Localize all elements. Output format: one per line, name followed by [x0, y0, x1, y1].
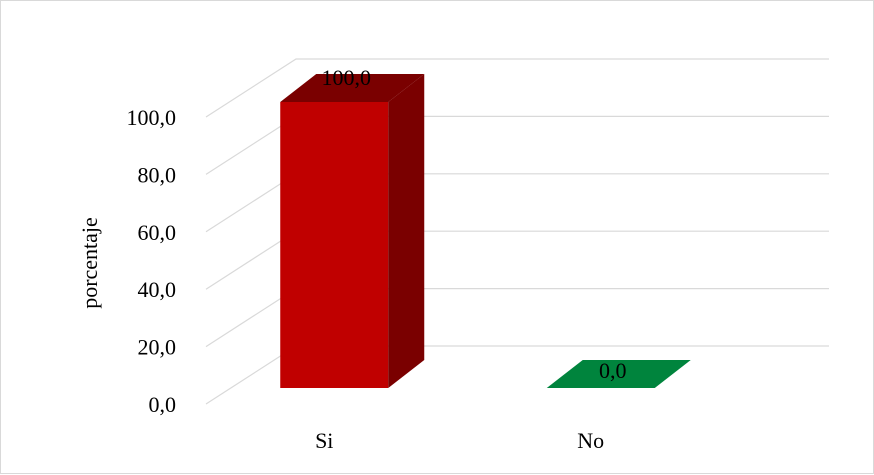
bar-front [280, 102, 389, 388]
y-tick-label: 20,0 [138, 335, 177, 360]
x-axis-categories: Si No [315, 428, 604, 453]
x-category-label: No [577, 428, 604, 453]
data-labels: 100,0 0,0 [322, 65, 627, 383]
bar-top [280, 74, 425, 102]
x-category-label: Si [315, 428, 333, 453]
y-axis-ticks: 0,0 20,0 40,0 60,0 80,0 100,0 [127, 105, 177, 417]
y-tick-label: 60,0 [138, 220, 177, 245]
bar-si [280, 74, 425, 388]
y-tick-label: 40,0 [138, 277, 177, 302]
bar-no [546, 360, 691, 388]
y-tick-label: 0,0 [149, 392, 177, 417]
gridline [205, 58, 829, 118]
data-label: 0,0 [599, 358, 627, 383]
y-axis-label: porcentaje [77, 217, 102, 309]
y-tick-label: 80,0 [138, 162, 177, 187]
bar-top [546, 360, 691, 388]
bars [280, 74, 691, 388]
y-tick-label: 100,0 [127, 105, 177, 130]
bar-side [388, 74, 425, 388]
data-label: 100,0 [322, 65, 372, 90]
